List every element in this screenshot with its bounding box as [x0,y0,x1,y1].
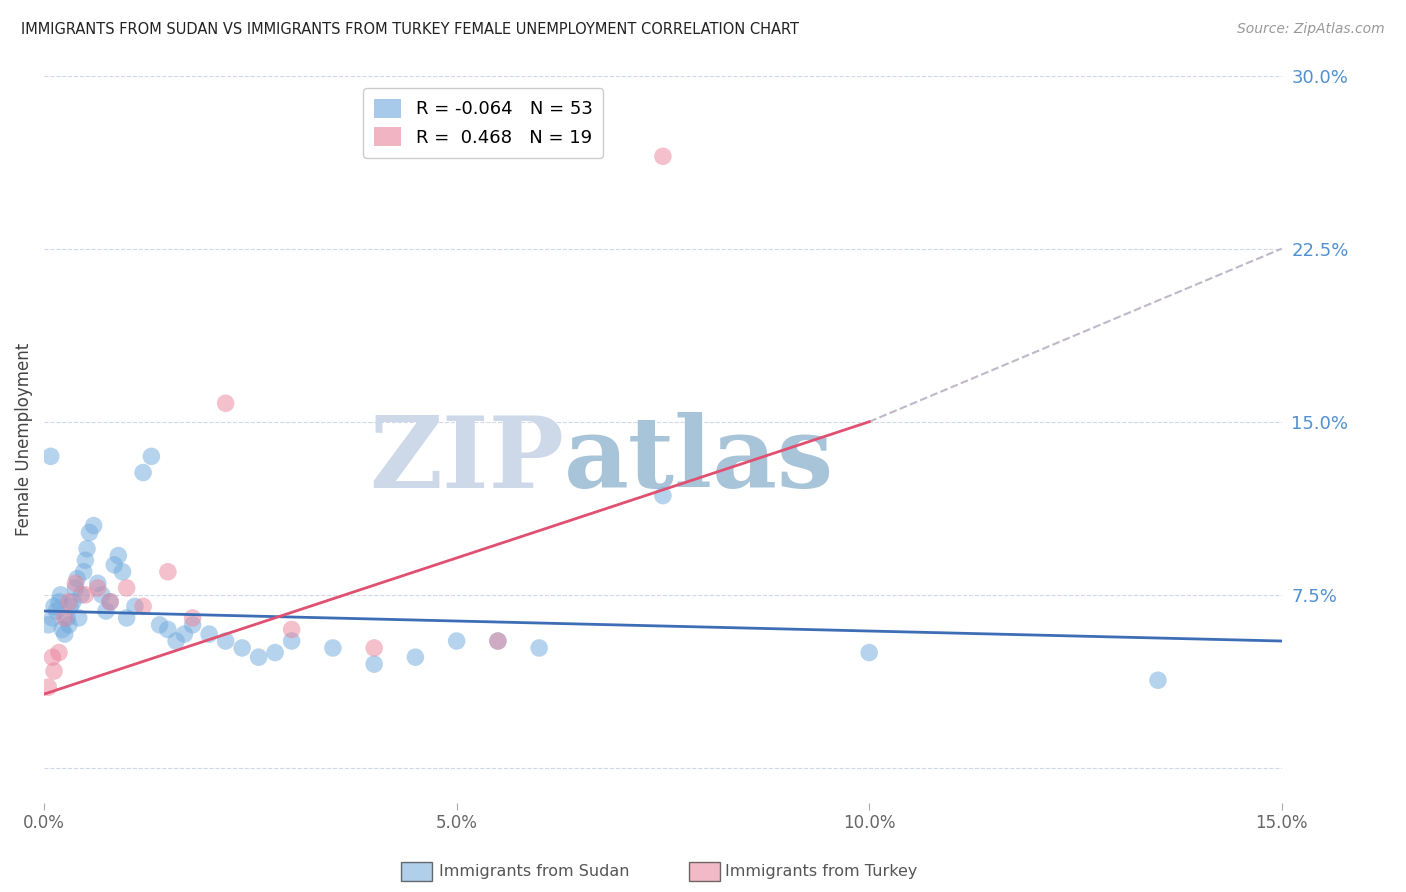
Point [156,565,179,579]
Point [363,640,385,655]
Point [107,549,129,563]
Point [280,634,302,648]
Point [165,634,187,648]
Point [156,623,179,637]
Point [62,595,84,609]
Point [58,595,80,609]
Text: Immigrants from Sudan: Immigrants from Sudan [439,864,628,879]
Point [214,396,236,410]
Point [132,466,155,480]
Point [41,611,63,625]
Point [198,627,221,641]
Point [53,627,76,641]
Point [87,576,110,591]
Text: Source: ZipAtlas.com: Source: ZipAtlas.com [1237,22,1385,37]
Point [1147,673,1170,688]
Point [37,618,59,632]
Point [58,618,80,632]
Text: ZIP: ZIP [368,412,564,509]
Point [42,664,65,678]
Point [76,541,98,556]
Point [56,611,79,625]
Point [53,611,76,625]
Point [858,646,880,660]
Point [141,450,163,464]
Point [264,646,287,660]
Point [75,553,97,567]
Point [404,650,426,665]
Point [115,611,138,625]
Point [486,634,509,648]
Point [87,581,110,595]
Y-axis label: Female Unemployment: Female Unemployment [15,343,32,536]
Point [486,634,509,648]
Point [45,604,67,618]
Point [67,611,90,625]
Point [48,595,70,609]
Point [103,558,125,572]
Point [111,565,134,579]
Point [149,618,172,632]
Point [231,640,253,655]
Point [98,595,121,609]
Point [322,640,344,655]
Point [49,588,72,602]
Point [75,588,97,602]
Point [115,581,138,595]
Point [651,489,673,503]
Point [59,599,82,614]
Point [98,595,121,609]
Point [181,618,204,632]
Point [181,611,204,625]
Point [79,525,101,540]
Point [83,518,105,533]
Text: atlas: atlas [564,412,834,509]
Point [280,623,302,637]
Legend: R = -0.064   N = 53, R =  0.468   N = 19: R = -0.064 N = 53, R = 0.468 N = 19 [363,88,603,158]
Point [51,623,73,637]
Text: Immigrants from Turkey: Immigrants from Turkey [725,864,918,879]
Point [65,576,87,591]
Text: IMMIGRANTS FROM SUDAN VS IMMIGRANTS FROM TURKEY FEMALE UNEMPLOYMENT CORRELATION : IMMIGRANTS FROM SUDAN VS IMMIGRANTS FROM… [21,22,799,37]
Point [90,588,112,602]
Point [173,627,195,641]
Point [65,581,87,595]
Point [132,599,155,614]
Point [73,565,96,579]
Point [48,646,70,660]
Point [70,588,93,602]
Point [94,604,117,618]
Point [41,650,63,665]
Point [363,657,385,672]
Point [527,640,550,655]
Point [214,634,236,648]
Point [651,149,673,163]
Point [42,599,65,614]
Point [124,599,146,614]
Point [66,572,89,586]
Point [446,634,468,648]
Point [39,450,62,464]
Point [247,650,270,665]
Point [37,680,59,694]
